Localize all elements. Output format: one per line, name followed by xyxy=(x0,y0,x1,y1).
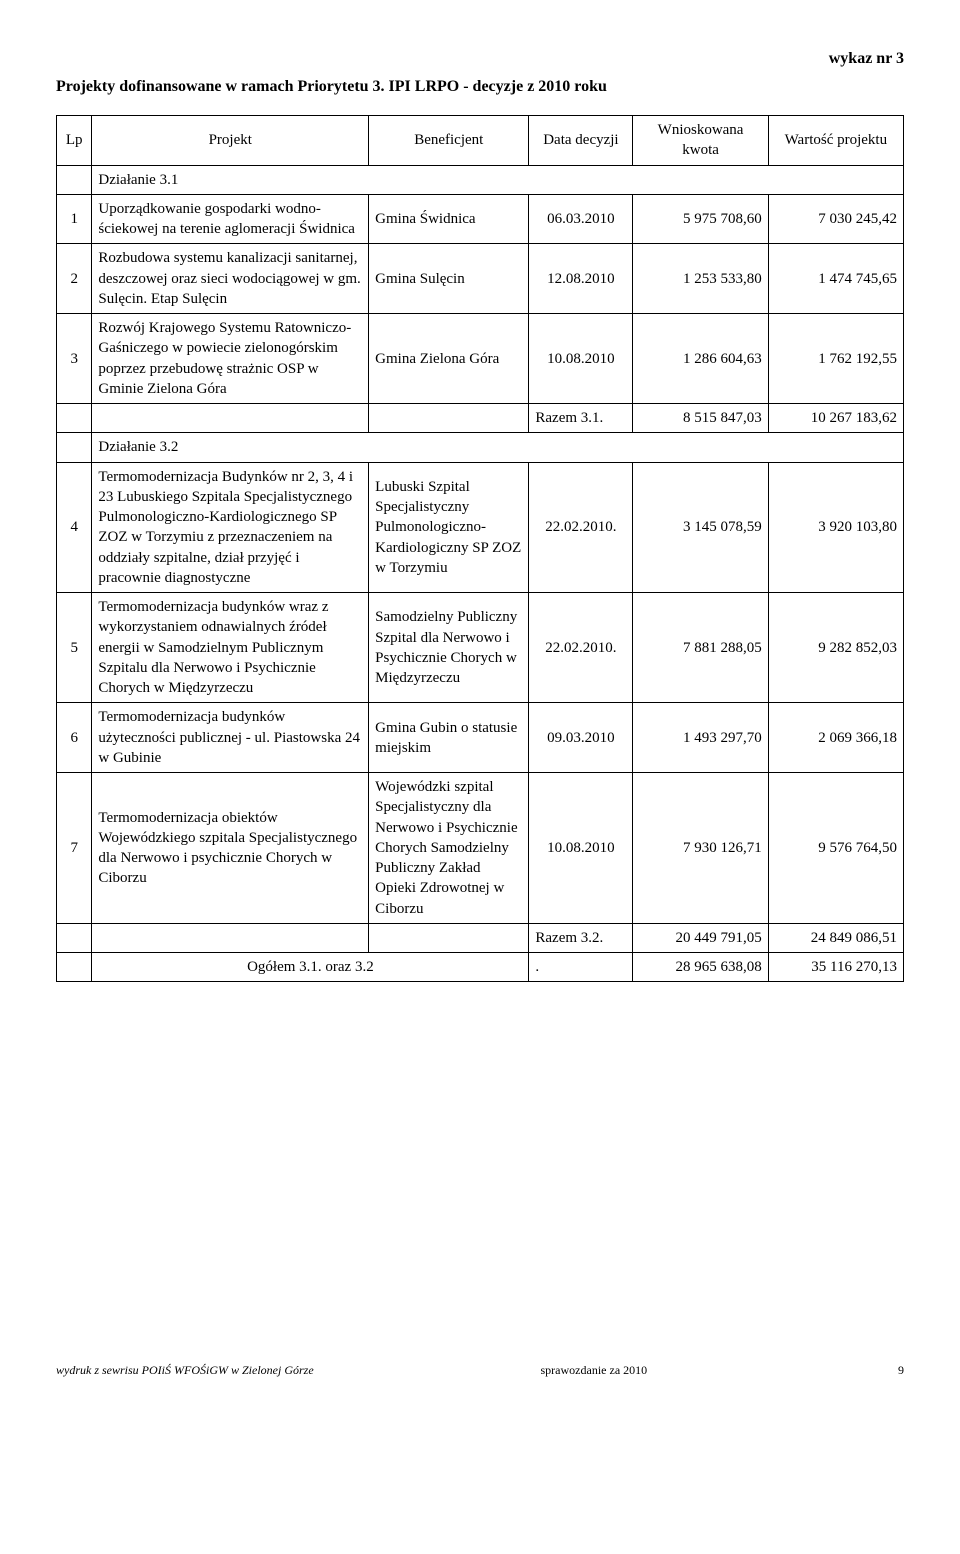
table-row: 7Termomodernizacja obiektów Wojewódzkieg… xyxy=(57,773,904,924)
cell-data: 10.08.2010 xyxy=(529,314,633,404)
cell-wnioskowana: 7 930 126,71 xyxy=(633,773,768,924)
page-footer: wydruk z sewrisu POIiŚ WFOŚiGW w Zielone… xyxy=(56,1362,904,1378)
cell-data: 22.02.2010. xyxy=(529,462,633,593)
cell-wartosc: 3 920 103,80 xyxy=(768,462,903,593)
cell-wartosc: 7 030 245,42 xyxy=(768,194,903,244)
col-header-wnioskowana: Wnioskowana kwota xyxy=(633,116,768,166)
table-header-row: Lp Projekt Beneficjent Data decyzji Wnio… xyxy=(57,116,904,166)
cell-wartosc: 9 282 852,03 xyxy=(768,593,903,703)
cell-lp: 1 xyxy=(57,194,92,244)
cell-data: 22.02.2010. xyxy=(529,593,633,703)
cell-projekt: Rozbudowa systemu kanalizacji sanitarnej… xyxy=(92,244,369,314)
total-row: Ogółem 3.1. oraz 3.2.28 965 638,0835 116… xyxy=(57,953,904,982)
col-header-beneficjent: Beneficjent xyxy=(369,116,529,166)
cell-wartosc: 1 474 745,65 xyxy=(768,244,903,314)
cell-empty xyxy=(369,923,529,952)
table-row: 4Termomodernizacja Budynków nr 2, 3, 4 i… xyxy=(57,462,904,593)
table-row: 2Rozbudowa systemu kanalizacji sanitarne… xyxy=(57,244,904,314)
subtotal-row: Razem 3.2.20 449 791,0524 849 086,51 xyxy=(57,923,904,952)
cell-wartosc: 2 069 366,18 xyxy=(768,703,903,773)
subtotal-label: Razem 3.2. xyxy=(529,923,633,952)
cell-beneficjent: Gmina Świdnica xyxy=(369,194,529,244)
section-label-row: Działanie 3.1 xyxy=(57,165,904,194)
cell-lp xyxy=(57,165,92,194)
col-header-lp: Lp xyxy=(57,116,92,166)
cell-empty xyxy=(369,404,529,433)
cell-beneficjent: Gmina Gubin o statusie miejskim xyxy=(369,703,529,773)
projects-table: Lp Projekt Beneficjent Data decyzji Wnio… xyxy=(56,115,904,982)
total-label: Ogółem 3.1. oraz 3.2 xyxy=(92,953,529,982)
section-label-row: Działanie 3.2 xyxy=(57,433,904,462)
cell-wnioskowana: 1 286 604,63 xyxy=(633,314,768,404)
subtotal-wartosc: 24 849 086,51 xyxy=(768,923,903,952)
total-wartosc: 35 116 270,13 xyxy=(768,953,903,982)
subtotal-wnioskowana: 20 449 791,05 xyxy=(633,923,768,952)
cell-projekt: Rozwój Krajowego Systemu Ratowniczo-Gaśn… xyxy=(92,314,369,404)
cell-data: 12.08.2010 xyxy=(529,244,633,314)
total-wnioskowana: 28 965 638,08 xyxy=(633,953,768,982)
cell-projekt: Termomodernizacja Budynków nr 2, 3, 4 i … xyxy=(92,462,369,593)
cell-wartosc: 1 762 192,55 xyxy=(768,314,903,404)
cell-beneficjent: Gmina Zielona Góra xyxy=(369,314,529,404)
cell-lp xyxy=(57,923,92,952)
section-label: Działanie 3.2 xyxy=(92,433,904,462)
cell-empty xyxy=(92,404,369,433)
section-label: Działanie 3.1 xyxy=(92,165,904,194)
cell-lp xyxy=(57,433,92,462)
page-title: Projekty dofinansowane w ramach Prioryte… xyxy=(56,76,904,98)
table-row: 1Uporządkowanie gospodarki wodno-ściekow… xyxy=(57,194,904,244)
cell-lp: 5 xyxy=(57,593,92,703)
cell-beneficjent: Lubuski Szpital Specjalistyczny Pulmonol… xyxy=(369,462,529,593)
cell-lp xyxy=(57,953,92,982)
cell-lp: 6 xyxy=(57,703,92,773)
table-row: 5Termomodernizacja budynków wraz z wykor… xyxy=(57,593,904,703)
cell-projekt: Uporządkowanie gospodarki wodno-ściekowe… xyxy=(92,194,369,244)
cell-wnioskowana: 1 253 533,80 xyxy=(633,244,768,314)
cell-wartosc: 9 576 764,50 xyxy=(768,773,903,924)
cell-lp: 2 xyxy=(57,244,92,314)
cell-data: 06.03.2010 xyxy=(529,194,633,244)
subtotal-row: Razem 3.1.8 515 847,0310 267 183,62 xyxy=(57,404,904,433)
wykaz-header: wykaz nr 3 xyxy=(56,48,904,70)
subtotal-wnioskowana: 8 515 847,03 xyxy=(633,404,768,433)
cell-data: 09.03.2010 xyxy=(529,703,633,773)
cell-wnioskowana: 5 975 708,60 xyxy=(633,194,768,244)
col-header-projekt: Projekt xyxy=(92,116,369,166)
footer-page-number: 9 xyxy=(874,1362,904,1378)
cell-wnioskowana: 1 493 297,70 xyxy=(633,703,768,773)
cell-lp: 3 xyxy=(57,314,92,404)
cell-wnioskowana: 3 145 078,59 xyxy=(633,462,768,593)
cell-lp xyxy=(57,404,92,433)
total-dot: . xyxy=(529,953,633,982)
cell-projekt: Termomodernizacja obiektów Wojewódzkiego… xyxy=(92,773,369,924)
cell-lp: 4 xyxy=(57,462,92,593)
cell-beneficjent: Gmina Sulęcin xyxy=(369,244,529,314)
cell-data: 10.08.2010 xyxy=(529,773,633,924)
col-header-wartosc: Wartość projektu xyxy=(768,116,903,166)
cell-projekt: Termomodernizacja budynków użyteczności … xyxy=(92,703,369,773)
col-header-data: Data decyzji xyxy=(529,116,633,166)
cell-wnioskowana: 7 881 288,05 xyxy=(633,593,768,703)
footer-center: sprawozdanie za 2010 xyxy=(314,1362,874,1378)
cell-beneficjent: Samodzielny Publiczny Szpital dla Nerwow… xyxy=(369,593,529,703)
table-row: 3Rozwój Krajowego Systemu Ratowniczo-Gaś… xyxy=(57,314,904,404)
footer-left: wydruk z sewrisu POIiŚ WFOŚiGW w Zielone… xyxy=(56,1362,314,1378)
cell-lp: 7 xyxy=(57,773,92,924)
table-row: 6Termomodernizacja budynków użyteczności… xyxy=(57,703,904,773)
cell-projekt: Termomodernizacja budynków wraz z wykorz… xyxy=(92,593,369,703)
cell-empty xyxy=(92,923,369,952)
subtotal-label: Razem 3.1. xyxy=(529,404,633,433)
subtotal-wartosc: 10 267 183,62 xyxy=(768,404,903,433)
cell-beneficjent: Wojewódzki szpital Specjalistyczny dla N… xyxy=(369,773,529,924)
table-body: Działanie 3.11Uporządkowanie gospodarki … xyxy=(57,165,904,982)
